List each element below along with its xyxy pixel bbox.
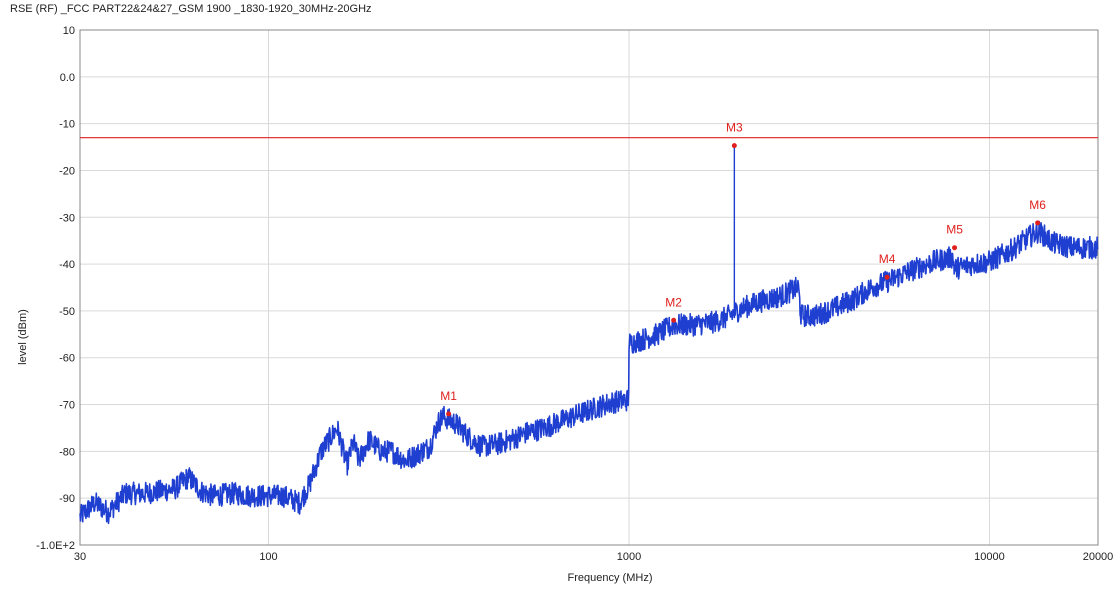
marker-label: M5	[946, 223, 963, 237]
marker-label: M6	[1029, 198, 1046, 212]
marker-point	[731, 143, 737, 149]
plot-border	[79, 29, 1099, 546]
plot-frame	[79, 29, 1099, 546]
chart-title: RSE (RF) _FCC PART22&24&27_GSM 1900 _183…	[10, 3, 372, 15]
marker-label: M4	[879, 252, 896, 266]
marker-point	[952, 245, 958, 251]
y-tick-label: -80	[59, 446, 75, 458]
y-tick-label: -20	[59, 165, 75, 177]
y-tick-label: -30	[59, 212, 75, 224]
y-tick-label: -60	[59, 353, 75, 365]
trace-line	[79, 220, 1099, 525]
marker-point	[884, 274, 890, 280]
x-tick-label: 100	[259, 551, 277, 563]
marker-point	[1035, 220, 1041, 226]
grid-lines	[79, 29, 1099, 546]
y-tick-label: -50	[59, 306, 75, 318]
y-tick-label: -10	[59, 119, 75, 131]
x-tick-label: 20000	[1083, 551, 1114, 563]
marker-point	[671, 317, 677, 323]
y-tick-label: 0.0	[60, 72, 75, 84]
x-tick-label: 30	[74, 551, 86, 563]
marker-point	[446, 411, 452, 417]
tick-labels: 10 0.0 -10 -20 -30 -40 -50 -60 -70 -80 -90 -1.0E+23…	[36, 25, 1113, 563]
y-tick-label: -1.0E+2	[36, 540, 75, 552]
marker-label: M3	[726, 121, 743, 135]
marker-group: M1 M2 M3 M4 M5 M6	[440, 121, 1046, 417]
x-axis-label: Frequency (MHz)	[568, 572, 653, 584]
y-tick-label: -70	[59, 400, 75, 412]
x-tick-label: 1000	[617, 551, 641, 563]
y-axis-label: level (dBm)	[17, 309, 29, 365]
y-tick-label: 10	[63, 25, 75, 37]
trace-group	[79, 145, 1099, 525]
x-tick-label: 10000	[974, 551, 1005, 563]
marker-label: M2	[665, 295, 682, 309]
y-tick-label: -40	[59, 259, 75, 271]
y-tick-label: -90	[59, 493, 75, 505]
marker-label: M1	[440, 389, 457, 403]
